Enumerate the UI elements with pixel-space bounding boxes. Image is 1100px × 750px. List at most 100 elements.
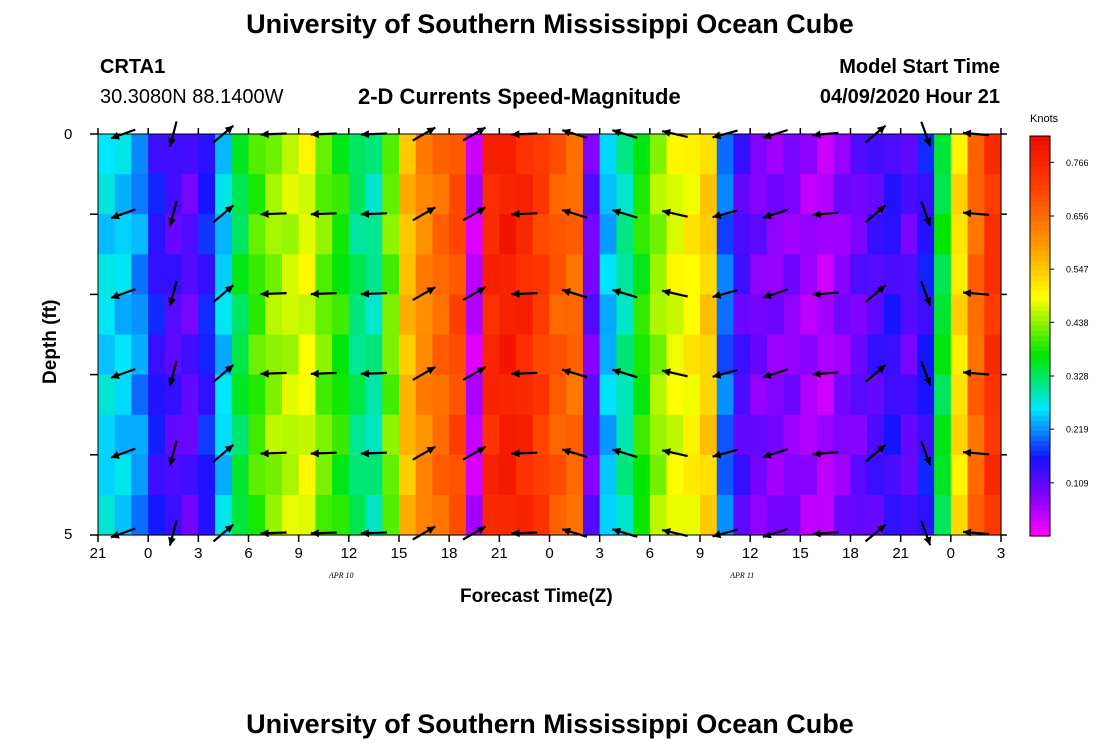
heatmap-cell [766, 174, 785, 215]
current-vector [310, 449, 337, 458]
heatmap-cell [315, 334, 333, 376]
heatmap-cell [148, 494, 166, 536]
heatmap-cell [649, 174, 668, 215]
heatmap-cell [900, 374, 918, 416]
heatmap-cell [465, 254, 484, 295]
heatmap-cell [365, 214, 383, 255]
heatmap-cell [549, 214, 567, 255]
heatmap-cell [248, 494, 266, 536]
heatmap-cell [750, 414, 768, 456]
heatmap-cell [716, 174, 735, 215]
heatmap-cell [298, 174, 316, 215]
heatmap-cell [432, 174, 450, 215]
heatmap-cell [298, 294, 316, 336]
heatmap-cell [800, 174, 818, 215]
heatmap-cell [934, 334, 952, 376]
heatmap-cell [231, 454, 250, 496]
heatmap-cell [164, 414, 183, 456]
heatmap-cell [482, 374, 500, 416]
heatmap-cell [465, 374, 484, 416]
heatmap-cell [181, 414, 199, 456]
heatmap-cell [716, 134, 735, 175]
heatmap-cell [315, 294, 333, 336]
heatmap-cell [516, 134, 534, 175]
colorbar-segment [1030, 456, 1050, 462]
heatmap-cell [298, 254, 316, 295]
heatmap-cell [582, 134, 601, 175]
current-vector [611, 208, 638, 219]
heatmap-cell [114, 414, 133, 456]
heatmap-cell [616, 374, 634, 416]
heatmap-cell [432, 454, 450, 496]
vector-head [612, 208, 622, 217]
heatmap-cell [934, 214, 952, 255]
colorbar-segment [1030, 271, 1050, 277]
heatmap-cell [833, 374, 852, 416]
current-vector [412, 445, 436, 461]
current-vector [661, 368, 688, 378]
colorbar-segment [1030, 211, 1050, 217]
heatmap-cell [867, 214, 885, 255]
vector-head [110, 371, 120, 379]
heatmap-cell [833, 134, 852, 175]
heatmap-cell [666, 494, 684, 536]
heatmap-cell [582, 374, 601, 416]
heatmap-cell [984, 334, 1002, 376]
heatmap-cell [850, 494, 868, 536]
heatmap-cell [382, 294, 400, 336]
current-vector [168, 200, 178, 227]
vector-head [762, 450, 772, 459]
current-vector [511, 369, 538, 378]
heatmap-cell [984, 174, 1002, 215]
colorbar-segment [1030, 246, 1050, 252]
heatmap-cell [281, 454, 300, 496]
colorbar-segment [1030, 451, 1050, 457]
heatmap-cell [633, 494, 651, 536]
colorbar-tick-label: 0.109 [1066, 478, 1089, 488]
heatmap-cell [298, 414, 316, 456]
current-vector [260, 449, 287, 458]
vector-head [224, 285, 234, 294]
heatmap-cell [432, 134, 450, 175]
vector-head [562, 447, 571, 456]
colorbar-segment [1030, 486, 1050, 492]
heatmap-cell [750, 174, 768, 215]
current-vector [360, 449, 387, 458]
colorbar-segment [1030, 411, 1050, 417]
heatmap-cell [950, 454, 969, 496]
heatmap-cell [516, 454, 534, 496]
vector-head [876, 285, 886, 294]
colorbar-segment [1030, 386, 1050, 392]
vector-head [712, 291, 722, 299]
heatmap-cell [566, 374, 584, 416]
heatmap-cell [415, 454, 434, 496]
heatmap-cell [231, 414, 250, 456]
current-vector [462, 286, 487, 302]
heatmap-cell [114, 134, 133, 175]
heatmap-cell [248, 334, 266, 376]
colorbar-segment [1030, 276, 1050, 282]
heatmap-cell [348, 454, 367, 496]
heatmap-cell [666, 334, 684, 376]
heatmap-cell [365, 254, 383, 295]
heatmap-cell [900, 254, 918, 295]
heatmap-cell [499, 214, 517, 255]
current-vector [511, 289, 538, 298]
heatmap-cell [399, 134, 417, 175]
heatmap-cell [432, 214, 450, 255]
current-vector [212, 443, 235, 463]
heatmap-cell [549, 174, 567, 215]
heatmap-cell [482, 214, 500, 255]
heatmap-cell [683, 374, 701, 416]
colorbar-segment [1030, 176, 1050, 182]
current-vectors [110, 121, 989, 546]
colorbar-tick-label: 0.328 [1066, 372, 1089, 382]
heatmap-cell [499, 334, 517, 376]
current-vector [110, 288, 136, 300]
heatmap-cell [683, 254, 701, 295]
heatmap-cell [733, 134, 751, 175]
heatmap-cell [967, 454, 985, 496]
heatmap-cell [950, 374, 969, 416]
heatmap-cell [984, 414, 1002, 456]
vector-head [963, 369, 972, 377]
